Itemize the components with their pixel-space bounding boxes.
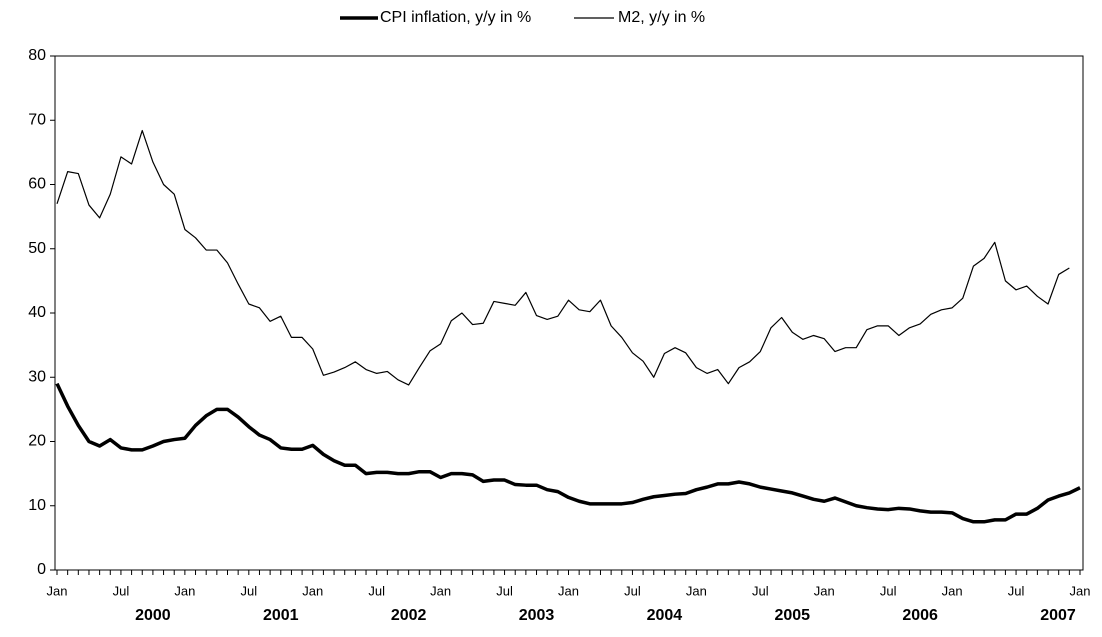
year-label: 2001 xyxy=(263,607,299,624)
year-label: 2006 xyxy=(902,607,938,624)
x-tick-label: Jul xyxy=(752,583,769,598)
y-tick-label: 60 xyxy=(28,176,46,193)
year-label: 2004 xyxy=(647,607,683,624)
x-tick-label: Jul xyxy=(496,583,513,598)
x-tick-label: Jan xyxy=(302,583,323,598)
y-tick-label: 20 xyxy=(28,433,46,450)
y-tick-label: 0 xyxy=(37,561,46,578)
legend-label: CPI inflation, y/y in % xyxy=(380,9,531,26)
x-tick-label: Jan xyxy=(430,583,451,598)
plot-frame xyxy=(54,55,1084,571)
y-tick-label: 40 xyxy=(28,304,46,321)
y-tick-label: 80 xyxy=(28,47,46,64)
x-tick-label: Jul xyxy=(368,583,385,598)
x-tick-label: Jan xyxy=(942,583,963,598)
year-label: 2005 xyxy=(774,607,810,624)
x-tick-label: Jan xyxy=(814,583,835,598)
x-tick-label: Jan xyxy=(174,583,195,598)
y-tick-label: 50 xyxy=(28,240,46,257)
year-label: 2002 xyxy=(391,607,427,624)
x-tick-label: Jan xyxy=(686,583,707,598)
x-tick-label: Jul xyxy=(113,583,130,598)
x-tick-label: Jul xyxy=(880,583,897,598)
year-label: 2007 xyxy=(1040,607,1076,624)
year-label: 2003 xyxy=(519,607,555,624)
x-tick-label: Jan xyxy=(47,583,68,598)
y-tick-label: 70 xyxy=(28,111,46,128)
y-tick-label: 10 xyxy=(28,497,46,514)
year-label: 2000 xyxy=(135,607,171,624)
series-line xyxy=(55,382,1081,524)
series-line xyxy=(56,129,1070,386)
x-tick-label: Jul xyxy=(624,583,641,598)
x-tick-label: Jul xyxy=(1008,583,1025,598)
x-tick-label: Jul xyxy=(241,583,258,598)
x-tick-label: Jan xyxy=(1070,583,1091,598)
x-tick-label: Jan xyxy=(558,583,579,598)
y-tick-label: 30 xyxy=(28,368,46,385)
legend-label: M2, y/y in % xyxy=(618,9,705,26)
